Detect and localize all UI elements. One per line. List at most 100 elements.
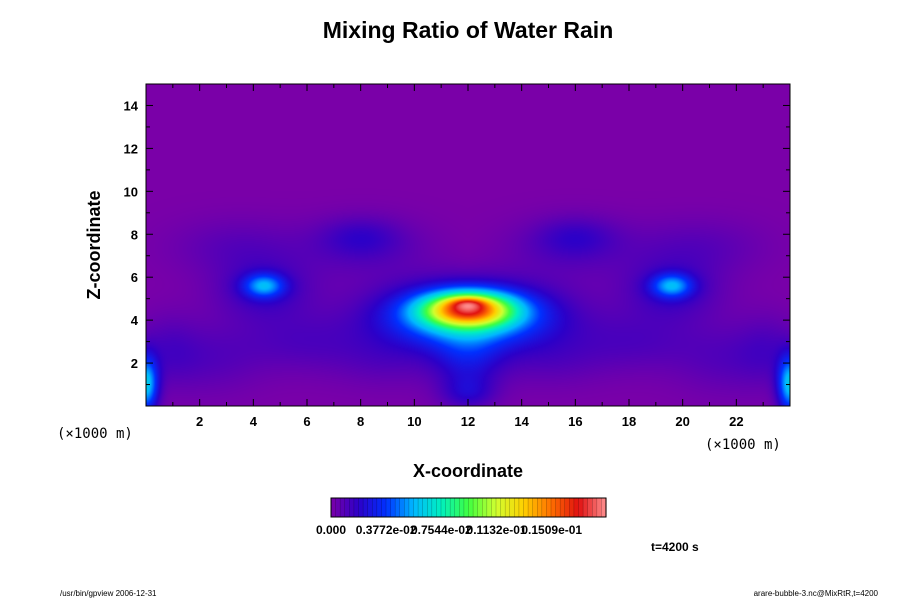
y-tick-label: 6: [131, 270, 138, 285]
colorbar-cell: [518, 498, 525, 517]
colorbar-cell: [551, 498, 557, 517]
colorbar-cell: [468, 498, 474, 517]
x-tick-label: 14: [514, 414, 529, 429]
colorbar-label: 0.000: [316, 523, 346, 537]
colorbar-cell: [422, 498, 428, 517]
chart-title: Mixing Ratio of Water Rain: [323, 17, 614, 43]
colorbar-cell: [601, 498, 607, 517]
colorbar-cell: [454, 498, 460, 517]
colorbar-cell: [431, 498, 438, 517]
x-tick-label: 6: [303, 414, 310, 429]
colorbar-cell: [500, 498, 506, 517]
colorbar-cell: [560, 498, 566, 517]
colorbar-cell: [340, 498, 346, 517]
colorbar-cell: [596, 498, 603, 517]
colorbar-cell: [413, 498, 419, 517]
colorbar-label: 0.1132e-01: [467, 523, 527, 537]
colorbar-cell: [363, 498, 369, 517]
colorbar-cell: [587, 498, 593, 517]
colorbar-cell: [505, 498, 511, 517]
y-tick-label: 10: [124, 184, 138, 199]
colorbar-cell: [537, 498, 543, 517]
colorbar-cell: [399, 498, 405, 517]
y-tick-label: 2: [131, 356, 138, 371]
x-unit-label: (×1000 m): [705, 437, 781, 453]
colorbar-cell: [450, 498, 456, 517]
mixing-ratio-field: [146, 84, 790, 406]
colorbar-cell: [436, 498, 442, 517]
colorbar-cell: [427, 498, 433, 517]
colorbar-cell: [496, 498, 502, 517]
colorbar-cell: [514, 498, 520, 517]
colorbar-cell: [386, 498, 392, 517]
colorbar-cells: [331, 498, 607, 517]
colorbar-cell: [555, 498, 561, 517]
colorbar-label: 0.7544e-02: [411, 523, 472, 537]
x-tick-label: 12: [461, 414, 475, 429]
colorbar-cell: [381, 498, 387, 517]
colorbar-cell: [482, 498, 488, 517]
colorbar-cell: [473, 498, 479, 517]
colorbar-cell: [349, 498, 355, 517]
x-tick-label: 2: [196, 414, 203, 429]
colorbar-cell: [564, 498, 570, 517]
colorbar-cell: [477, 498, 483, 517]
colorbar-cell: [367, 498, 373, 517]
x-tick-label: 18: [622, 414, 636, 429]
colorbar-cell: [418, 498, 424, 517]
colorbar-cell: [459, 498, 465, 517]
x-tick-label: 4: [250, 414, 258, 429]
colorbar-cell: [486, 498, 493, 517]
colorbar-cell: [376, 498, 383, 517]
x-tick-label: 16: [568, 414, 582, 429]
colorbar-cell: [523, 498, 529, 517]
y-tick-label: 12: [124, 141, 138, 156]
colorbar-label: 0.3772e-02: [356, 523, 417, 537]
colorbar-cell: [404, 498, 410, 517]
y-tick-label: 14: [124, 98, 139, 113]
colorbar-cell: [569, 498, 575, 517]
colorbar-cell: [583, 498, 589, 517]
y-axis-title: Z-coordinate: [84, 190, 104, 299]
footer-right: arare-bubble-3.nc@MixRtR,t=4200: [754, 589, 879, 598]
x-tick-label: 8: [357, 414, 364, 429]
colorbar-cell: [491, 498, 497, 517]
x-tick-label: 20: [675, 414, 689, 429]
x-axis-ticks: 2 4 6 8 10 12 14 16 18 20 22: [172, 84, 764, 429]
colorbar-cell: [509, 498, 515, 517]
colorbar-cell: [592, 498, 598, 517]
colorbar-cell: [331, 498, 337, 517]
colorbar-cell: [344, 498, 350, 517]
colorbar-cell: [541, 498, 548, 517]
colorbar-cell: [463, 498, 470, 517]
colorbar-cell: [353, 498, 360, 517]
colorbar-cell: [372, 498, 378, 517]
colorbar-cell: [335, 498, 341, 517]
colorbar-cell: [358, 498, 364, 517]
time-label: t=4200 s: [651, 540, 699, 554]
colorbar-cell: [395, 498, 401, 517]
colorbar-labels: 0.000 0.3772e-020.7544e-020.1132e-010.150…: [316, 523, 582, 537]
colorbar-cell: [578, 498, 584, 517]
colorbar: 0.000 0.3772e-020.7544e-020.1132e-010.150…: [316, 497, 607, 537]
x-axis-title: X-coordinate: [413, 461, 523, 481]
colorbar-cell: [532, 498, 538, 517]
colorbar-frame: [330, 497, 607, 518]
colorbar-cell: [445, 498, 451, 517]
colorbar-cell: [528, 498, 534, 517]
footer-left: /usr/bin/gpview 2006-12-31: [60, 589, 157, 598]
z-unit-label: (×1000 m): [57, 426, 133, 442]
colorbar-cell: [408, 498, 415, 517]
x-tick-label: 22: [729, 414, 743, 429]
colorbar-cell: [573, 498, 580, 517]
y-tick-label: 8: [131, 227, 138, 242]
y-axis-ticks: 2 4 6 8 10 12 14: [124, 98, 790, 386]
colorbar-cell: [441, 498, 447, 517]
colorbar-cell: [390, 498, 396, 517]
colorbar-label: 0.1509e-01: [521, 523, 582, 537]
colorbar-cell: [546, 498, 552, 517]
y-tick-label: 4: [131, 313, 139, 328]
x-tick-label: 10: [407, 414, 421, 429]
